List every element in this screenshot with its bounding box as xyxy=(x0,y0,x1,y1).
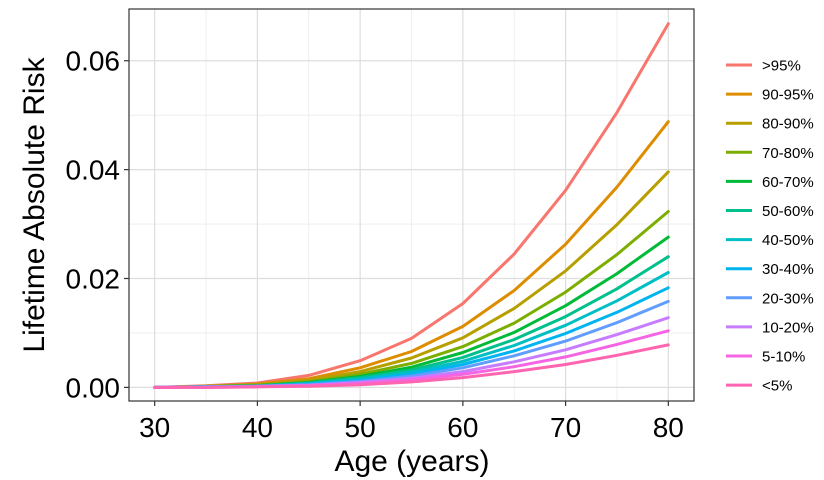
y-tick-label: 0.02 xyxy=(66,264,121,295)
legend-label: 80-90% xyxy=(762,116,814,133)
y-tick-label: 0.06 xyxy=(66,46,121,77)
legend-label: 5-10% xyxy=(762,349,805,366)
legend-label: 30-40% xyxy=(762,261,814,278)
x-axis-ticks: 30 40 50 60 70 80 xyxy=(139,401,684,443)
plot-panel-border xyxy=(128,8,695,402)
series-lines xyxy=(153,22,670,389)
legend-label: <5% xyxy=(762,378,792,395)
x-tick-label: 40 xyxy=(242,412,273,443)
y-axis-ticks: 0.00 0.02 0.04 0.06 xyxy=(66,46,129,403)
legend-label: 60-70% xyxy=(762,174,814,191)
legend-label: 90-95% xyxy=(762,87,814,104)
legend-label: 10-20% xyxy=(762,319,814,336)
legend-label: 70-80% xyxy=(762,145,814,162)
legend-label: >95% xyxy=(762,58,801,75)
legend-label: 40-50% xyxy=(762,232,814,249)
series-line xyxy=(153,343,670,389)
legend: >95% 90-95% 80-90% 70-80% 60-70% 50-60% 40-50%… xyxy=(726,58,814,395)
x-tick-label: 30 xyxy=(139,412,170,443)
y-axis-title: Lifetime Absolute Risk xyxy=(18,56,51,352)
grid-lines xyxy=(129,9,694,401)
legend-label: 50-60% xyxy=(762,203,814,220)
legend-label: 20-30% xyxy=(762,290,814,307)
x-axis-title: Age (years) xyxy=(334,445,489,478)
y-tick-label: 0.04 xyxy=(66,155,121,186)
y-tick-label: 0.00 xyxy=(66,372,121,403)
x-tick-label: 70 xyxy=(550,412,581,443)
x-tick-label: 50 xyxy=(345,412,376,443)
x-tick-label: 60 xyxy=(447,412,478,443)
x-tick-label: 80 xyxy=(653,412,684,443)
